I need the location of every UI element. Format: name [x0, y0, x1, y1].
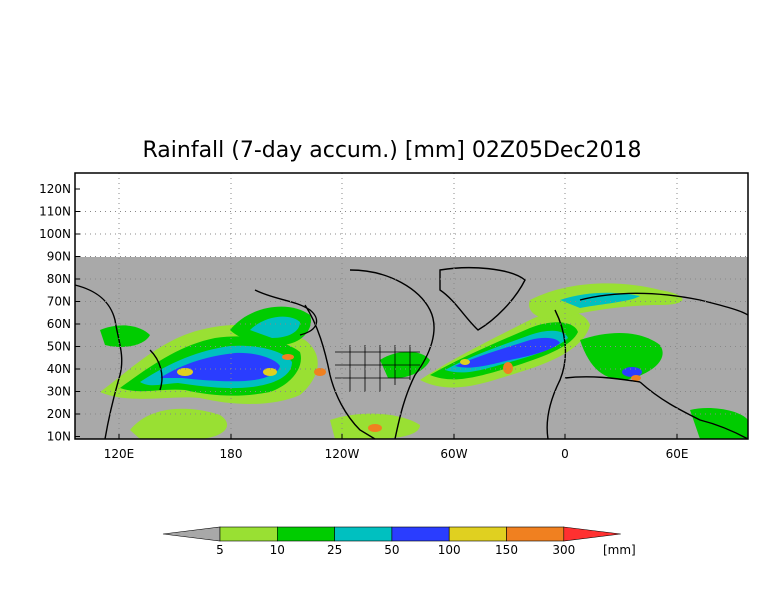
- lon-label: 60E: [666, 447, 689, 461]
- rain-cell-europe-2: [631, 375, 641, 381]
- rain-cell-atlantic-2: [460, 359, 470, 365]
- coast-alaska: [254, 289, 318, 336]
- lat-label: 110N: [39, 205, 71, 219]
- coast-middle-east: [639, 381, 749, 440]
- rain-cell-atlantic-1: [503, 362, 513, 374]
- rain-band-arctic-core: [560, 292, 640, 308]
- lat-label: 30N: [47, 385, 71, 399]
- coast-north-america-east: [349, 269, 435, 440]
- coast-japan: [149, 349, 163, 391]
- rain-cell-pacific-4: [282, 354, 294, 360]
- colorbar-label: 10: [270, 543, 285, 557]
- colorbar: 5 10 25 50 100 150 300: [162, 526, 621, 557]
- lat-label: 90N: [47, 250, 71, 264]
- latitude-labels: 120N 110N 100N 90N 80N 70N 60N 50N 40N 30N 20N 10N: [39, 182, 80, 444]
- rain-band-atlantic-blue: [455, 337, 560, 368]
- lon-label: 60W: [440, 447, 467, 461]
- rainfall-field: [100, 283, 748, 439]
- lat-label: 100N: [39, 227, 71, 241]
- coast-north-america-west: [304, 304, 376, 440]
- colorbar-label: 25: [327, 543, 342, 557]
- rain-band-europe: [580, 333, 663, 380]
- rain-cell-pacific-3: [314, 368, 326, 376]
- lat-label: 70N: [47, 295, 71, 309]
- colorbar-lower-triangle: [162, 526, 221, 542]
- plot-frame: [74, 172, 749, 440]
- colorbar-segment: [391, 526, 450, 542]
- lat-label: 10N: [47, 430, 71, 444]
- coast-eurasia-north: [579, 292, 749, 316]
- lat-label: 120N: [39, 182, 71, 196]
- rain-band-alaska-core: [250, 316, 300, 338]
- coast-asia-east: [74, 284, 123, 440]
- colorbar-label: 300: [552, 543, 575, 557]
- lon-label: 120E: [104, 447, 135, 461]
- graticule: [75, 173, 748, 439]
- lat-label: 20N: [47, 407, 71, 421]
- coast-europe-africa: [546, 309, 567, 440]
- rain-cell-europe: [622, 367, 642, 377]
- colorbar-segment: [448, 526, 507, 542]
- colorbar-label: 5: [216, 543, 224, 557]
- lon-label: 180: [220, 447, 243, 461]
- colorbar-segment: [506, 526, 565, 542]
- rain-cell-tropics: [368, 424, 382, 432]
- rain-cell-pacific-1: [177, 368, 193, 376]
- colorbar-segment: [219, 526, 278, 542]
- colorbar-segment: [334, 526, 393, 542]
- colorbar-label: 150: [495, 543, 518, 557]
- colorbar-label: 100: [438, 543, 461, 557]
- lat-label: 50N: [47, 340, 71, 354]
- rain-band-tropics-west: [130, 408, 228, 439]
- lat-label: 40N: [47, 362, 71, 376]
- coast-greenland: [439, 266, 526, 331]
- coastlines: [74, 266, 749, 440]
- map-title: Rainfall (7-day accum.) [mm] 02Z05Dec201…: [142, 138, 642, 163]
- colorbar-unit: [mm]: [603, 543, 636, 557]
- rain-cell-pacific-2: [263, 368, 277, 376]
- lat-label: 60N: [47, 317, 71, 331]
- coast-mediterranean: [564, 376, 641, 383]
- colorbar-label: 50: [384, 543, 399, 557]
- longitude-labels: 120E 180 120W 60W 0 60E: [104, 434, 689, 461]
- colorbar-segment: [276, 526, 335, 542]
- rain-band-south-asia: [100, 325, 150, 347]
- lon-label: 0: [561, 447, 569, 461]
- colorbar-upper-triangle: [563, 526, 621, 542]
- lon-label: 120W: [325, 447, 360, 461]
- lat-label: 80N: [47, 272, 71, 286]
